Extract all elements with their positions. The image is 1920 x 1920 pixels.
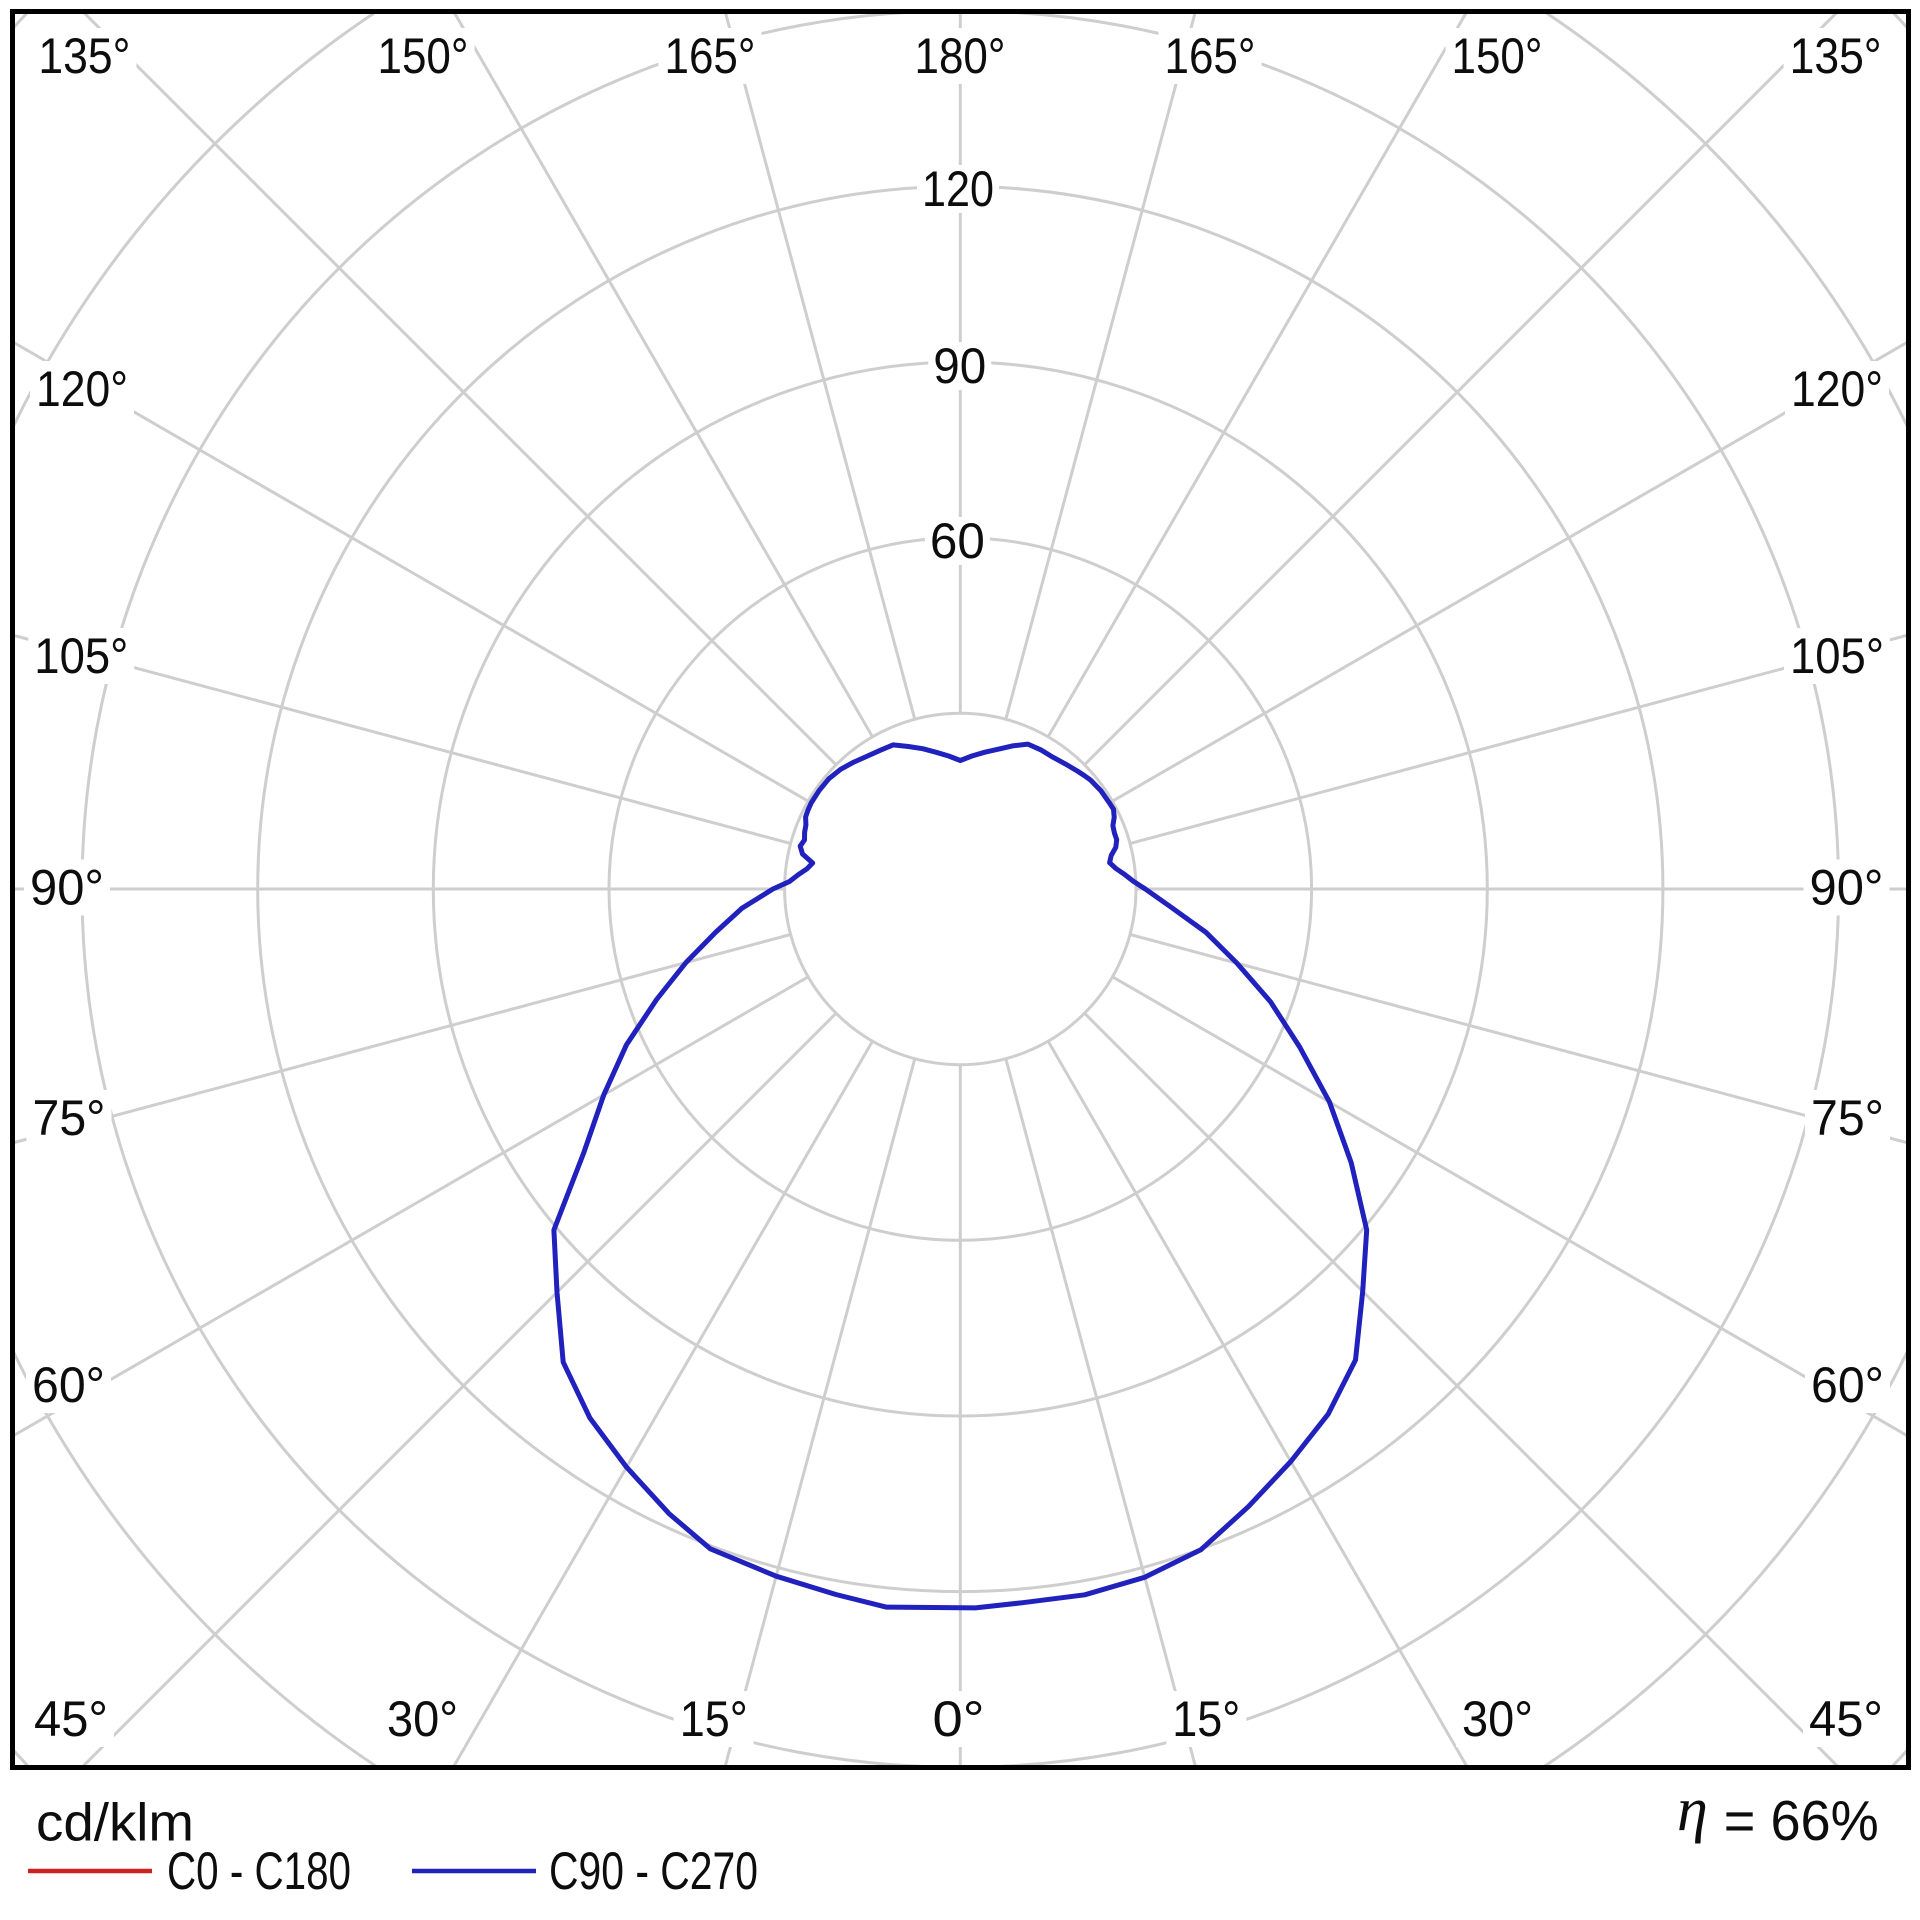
svg-text:120°: 120°	[36, 361, 128, 417]
svg-text:0°: 0°	[933, 1691, 985, 1747]
svg-text:C0 - C180: C0 - C180	[167, 1842, 351, 1901]
svg-text:60: 60	[930, 513, 985, 569]
svg-text:135°: 135°	[1790, 28, 1882, 84]
svg-text:120°: 120°	[1791, 361, 1883, 417]
svg-text:90: 90	[933, 338, 986, 394]
svg-text:165°: 165°	[1165, 28, 1256, 84]
svg-text:150°: 150°	[1452, 28, 1543, 84]
svg-text:150°: 150°	[378, 28, 469, 84]
svg-text:60°: 60°	[1811, 1357, 1884, 1413]
svg-text:η: η	[1677, 1776, 1708, 1844]
svg-text:30°: 30°	[387, 1691, 458, 1747]
svg-text:75°: 75°	[33, 1090, 106, 1146]
svg-text:105°: 105°	[1790, 628, 1884, 684]
svg-text:C90 - C270: C90 - C270	[549, 1842, 758, 1901]
svg-text:105°: 105°	[34, 628, 128, 684]
svg-text:15°: 15°	[680, 1691, 748, 1747]
svg-text:30°: 30°	[1462, 1691, 1533, 1747]
svg-text:120: 120	[922, 161, 994, 217]
svg-text:90°: 90°	[30, 860, 104, 916]
svg-text:165°: 165°	[665, 28, 756, 84]
svg-text:cd/klm: cd/klm	[36, 1794, 194, 1853]
svg-text:45°: 45°	[34, 1691, 108, 1747]
svg-text:180°: 180°	[915, 28, 1006, 84]
svg-text:15°: 15°	[1172, 1691, 1240, 1747]
svg-text:45°: 45°	[1809, 1691, 1883, 1747]
svg-text:75°: 75°	[1811, 1090, 1884, 1146]
svg-text:90°: 90°	[1810, 860, 1884, 916]
svg-text:135°: 135°	[38, 28, 130, 84]
svg-text:= 66%: = 66%	[1724, 1789, 1879, 1853]
svg-text:60°: 60°	[32, 1357, 105, 1413]
